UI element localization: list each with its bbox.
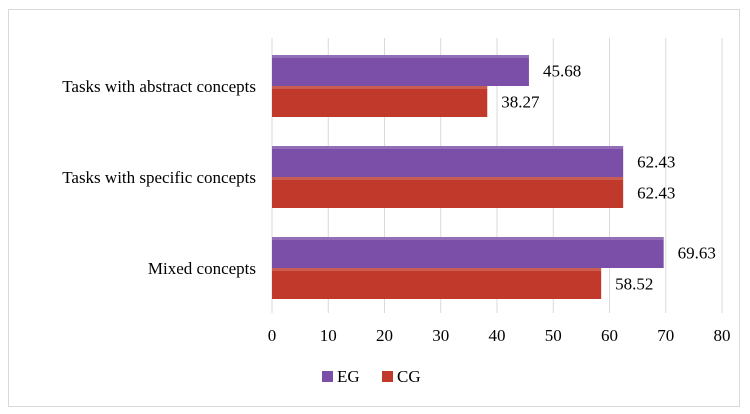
bar-cg [272,268,601,299]
data-label: 69.63 [678,244,716,263]
bar-highlight [272,86,487,89]
bar-eg [272,237,664,268]
x-tick-label: 10 [320,326,337,345]
data-label: 58.52 [615,275,653,294]
tick-labels: 0 10 20 30 40 50 60 70 80 [268,326,731,345]
data-label: 38.27 [501,93,540,112]
legend-label-eg: EG [337,367,360,386]
x-tick-label: 60 [601,326,618,345]
bar-highlight [272,237,664,240]
legend: EG CG [322,367,421,386]
bar-cg [272,86,487,117]
x-tick-label: 70 [657,326,674,345]
data-label: 45.68 [543,62,581,81]
bar-highlight [272,146,623,149]
bar-highlight [272,177,623,180]
x-tick-label: 0 [268,326,277,345]
bar-highlight [272,55,529,58]
x-tick-label: 30 [432,326,449,345]
data-label: 62.43 [637,184,675,203]
legend-label-cg: CG [397,367,421,386]
legend-swatch-cg [382,371,393,382]
bar-eg [272,146,623,177]
x-tick-label: 50 [545,326,562,345]
legend-swatch-eg [322,371,333,382]
x-tick-label: 80 [714,326,731,345]
category-labels: Tasks with abstract concepts Tasks with s… [62,77,256,278]
bar-eg [272,55,529,86]
bar-highlight [272,268,601,271]
bar-cg [272,177,623,208]
x-tick-label: 20 [376,326,393,345]
x-tick-label: 40 [489,326,506,345]
category-label: Tasks with abstract concepts [62,77,256,96]
data-label: 62.43 [637,153,675,172]
category-label: Tasks with specific concepts [62,168,256,187]
bars [272,55,664,299]
category-label: Mixed concepts [148,259,256,278]
